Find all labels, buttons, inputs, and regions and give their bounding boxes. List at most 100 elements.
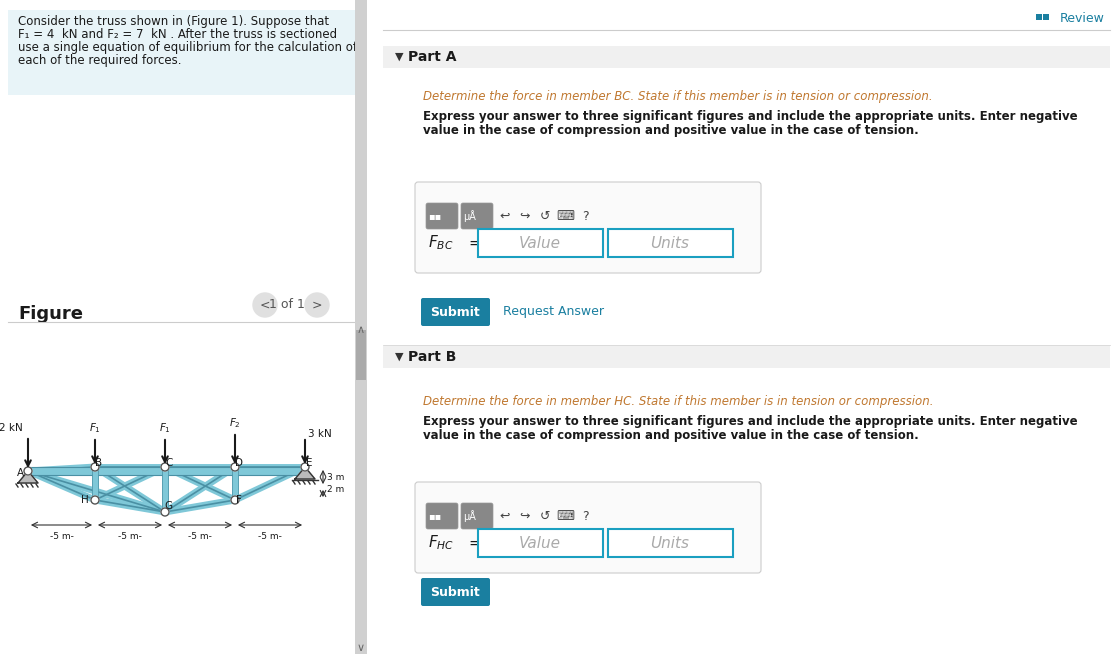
Bar: [92, 467, 99, 500]
Text: ↪: ↪: [520, 209, 530, 222]
Circle shape: [231, 463, 239, 471]
FancyBboxPatch shape: [426, 203, 458, 229]
Text: Part B: Part B: [408, 350, 456, 364]
Bar: [1043, 14, 1049, 20]
Text: Submit: Submit: [430, 305, 479, 318]
FancyBboxPatch shape: [608, 529, 732, 557]
Text: Express your answer to three significant figures and include the appropriate uni: Express your answer to three significant…: [423, 110, 1077, 123]
Text: B: B: [95, 458, 103, 468]
Text: ↺: ↺: [540, 509, 550, 523]
Text: -5 m-: -5 m-: [188, 532, 212, 541]
Text: ↩: ↩: [500, 509, 511, 523]
Text: μÅ: μÅ: [464, 510, 476, 522]
FancyBboxPatch shape: [8, 10, 363, 95]
Polygon shape: [18, 471, 38, 483]
FancyBboxPatch shape: [416, 182, 760, 273]
Text: 1 of 1: 1 of 1: [269, 298, 305, 311]
Text: Submit: Submit: [430, 585, 479, 598]
Text: ?: ?: [581, 209, 588, 222]
Polygon shape: [295, 467, 315, 479]
Text: ∨: ∨: [357, 643, 365, 653]
Text: E: E: [306, 458, 312, 468]
Text: 2 kN: 2 kN: [0, 423, 24, 433]
Bar: [383, 346, 1110, 368]
Text: <: <: [260, 298, 270, 311]
Bar: [232, 467, 237, 500]
Text: Review: Review: [1060, 12, 1104, 25]
Bar: [162, 467, 168, 512]
Circle shape: [305, 293, 329, 317]
Text: Units: Units: [651, 235, 690, 250]
Text: 2 m: 2 m: [327, 485, 344, 494]
Text: C: C: [166, 458, 172, 468]
FancyBboxPatch shape: [461, 503, 493, 529]
Text: Determine the force in member HC. State if this member is in tension or compress: Determine the force in member HC. State …: [423, 395, 933, 408]
Text: ▪▪: ▪▪: [428, 511, 441, 521]
Text: =: =: [468, 536, 480, 551]
Text: ▼: ▼: [395, 52, 403, 62]
FancyBboxPatch shape: [416, 482, 760, 573]
Circle shape: [231, 496, 239, 504]
Circle shape: [24, 467, 32, 475]
Text: ⌨: ⌨: [556, 209, 573, 222]
Text: Value: Value: [519, 536, 561, 551]
Bar: [28, 467, 305, 475]
Text: ∧: ∧: [357, 325, 365, 335]
Text: ⌨: ⌨: [556, 509, 573, 523]
Circle shape: [161, 463, 169, 471]
Text: $F_1$: $F_1$: [88, 421, 101, 435]
Text: ▪▪: ▪▪: [428, 211, 441, 221]
Text: -5 m-: -5 m-: [258, 532, 282, 541]
Text: >: >: [311, 298, 323, 311]
Text: $F_{BC}$: $F_{BC}$: [428, 233, 454, 252]
FancyBboxPatch shape: [461, 203, 493, 229]
Text: ↺: ↺: [540, 209, 550, 222]
FancyBboxPatch shape: [478, 529, 603, 557]
Circle shape: [91, 463, 99, 471]
Text: D: D: [235, 458, 243, 468]
Text: ↪: ↪: [520, 509, 530, 523]
Text: $F_2$: $F_2$: [230, 416, 241, 430]
Text: Units: Units: [651, 536, 690, 551]
Text: F₁ = 4  kN and F₂ = 7  kN . After the truss is sectioned: F₁ = 4 kN and F₂ = 7 kN . After the trus…: [18, 28, 337, 41]
Text: A: A: [17, 468, 24, 478]
FancyBboxPatch shape: [478, 229, 603, 257]
Circle shape: [91, 496, 99, 504]
Bar: [383, 46, 1110, 68]
Text: Consider the truss shown in (Figure 1). Suppose that: Consider the truss shown in (Figure 1). …: [18, 15, 329, 28]
FancyBboxPatch shape: [421, 578, 491, 606]
Text: $F_1$: $F_1$: [159, 421, 171, 435]
Text: -5 m-: -5 m-: [49, 532, 74, 541]
Bar: [1036, 14, 1042, 20]
Text: μÅ: μÅ: [464, 210, 476, 222]
Text: 3 m: 3 m: [327, 472, 344, 481]
Text: Value: Value: [519, 235, 561, 250]
Text: G: G: [164, 501, 172, 511]
Text: 3 kN: 3 kN: [308, 429, 332, 439]
Text: value in the case of compression and positive value in the case of tension.: value in the case of compression and pos…: [423, 124, 918, 137]
Text: value in the case of compression and positive value in the case of tension.: value in the case of compression and pos…: [423, 429, 918, 442]
Circle shape: [301, 463, 309, 471]
Text: use a single equation of equilibrium for the calculation of: use a single equation of equilibrium for…: [18, 41, 357, 54]
FancyBboxPatch shape: [356, 330, 366, 380]
Text: Part A: Part A: [408, 50, 457, 64]
FancyBboxPatch shape: [608, 229, 732, 257]
Text: F: F: [236, 495, 242, 505]
Text: ▼: ▼: [395, 352, 403, 362]
FancyBboxPatch shape: [355, 0, 367, 654]
Text: ?: ?: [581, 509, 588, 523]
Text: Request Answer: Request Answer: [503, 305, 604, 318]
Text: Express your answer to three significant figures and include the appropriate uni: Express your answer to three significant…: [423, 415, 1077, 428]
Circle shape: [161, 508, 169, 516]
Text: $F_{HC}$: $F_{HC}$: [428, 534, 455, 553]
Text: -5 m-: -5 m-: [118, 532, 142, 541]
FancyBboxPatch shape: [421, 298, 491, 326]
Text: each of the required forces.: each of the required forces.: [18, 54, 181, 67]
Text: Determine the force in member BC. State if this member is in tension or compress: Determine the force in member BC. State …: [423, 90, 933, 103]
Text: =: =: [468, 235, 480, 250]
Text: ↩: ↩: [500, 209, 511, 222]
Text: Figure: Figure: [18, 305, 83, 323]
FancyBboxPatch shape: [426, 503, 458, 529]
Circle shape: [253, 293, 277, 317]
Text: H: H: [81, 495, 88, 505]
